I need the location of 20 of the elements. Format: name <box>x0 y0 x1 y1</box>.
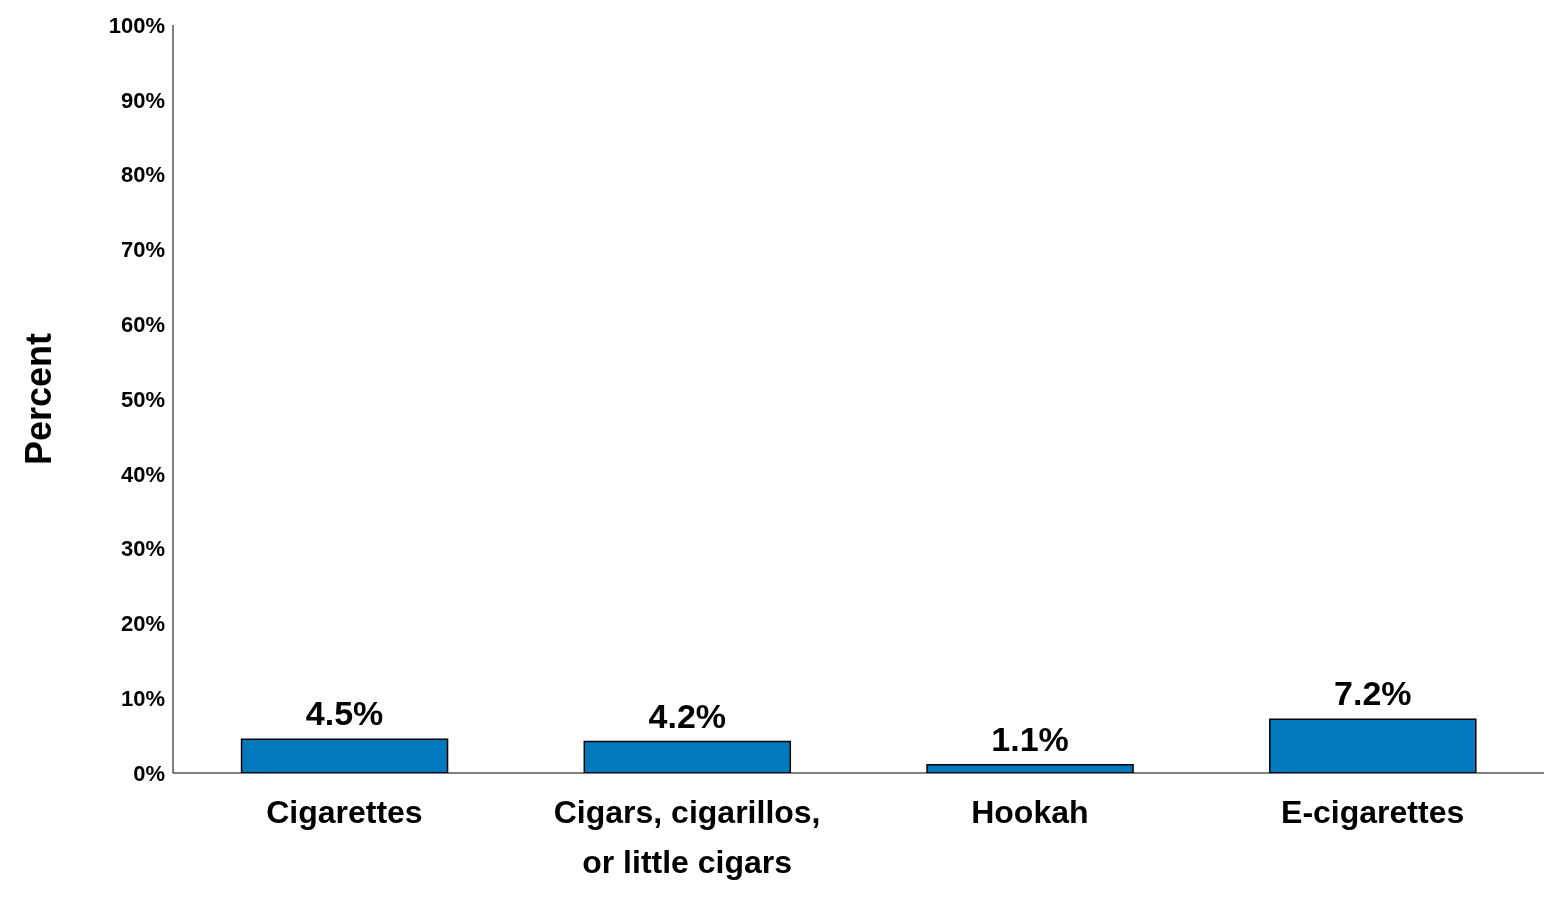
y-tick-label: 30% <box>120 536 165 562</box>
y-tick-label: 10% <box>120 686 165 712</box>
data-label: 7.2% <box>1334 674 1412 713</box>
y-axis-title: Percent <box>17 332 59 466</box>
y-tick-label: 90% <box>120 87 165 113</box>
y-tick-label: 20% <box>120 611 165 637</box>
y-tick-label: 80% <box>120 162 165 188</box>
data-label: 4.2% <box>648 696 727 735</box>
y-tick-label: 50% <box>120 386 165 412</box>
x-tick-label: E-cigarettes <box>1281 794 1465 830</box>
x-tick-label: Cigars, cigarillos, or little cigars <box>553 794 821 880</box>
y-tick-label: 60% <box>120 312 165 338</box>
y-tick-label: 70% <box>120 237 165 263</box>
y-tick-label: 40% <box>120 461 165 487</box>
x-tick-label: Hookah <box>971 794 1089 830</box>
y-tick-label: 0% <box>133 760 165 786</box>
data-label: 1.1% <box>991 719 1069 758</box>
x-tick-label: Cigarettes <box>266 794 423 830</box>
data-label: 4.5% <box>305 694 384 733</box>
y-tick-label: 100% <box>108 12 165 38</box>
